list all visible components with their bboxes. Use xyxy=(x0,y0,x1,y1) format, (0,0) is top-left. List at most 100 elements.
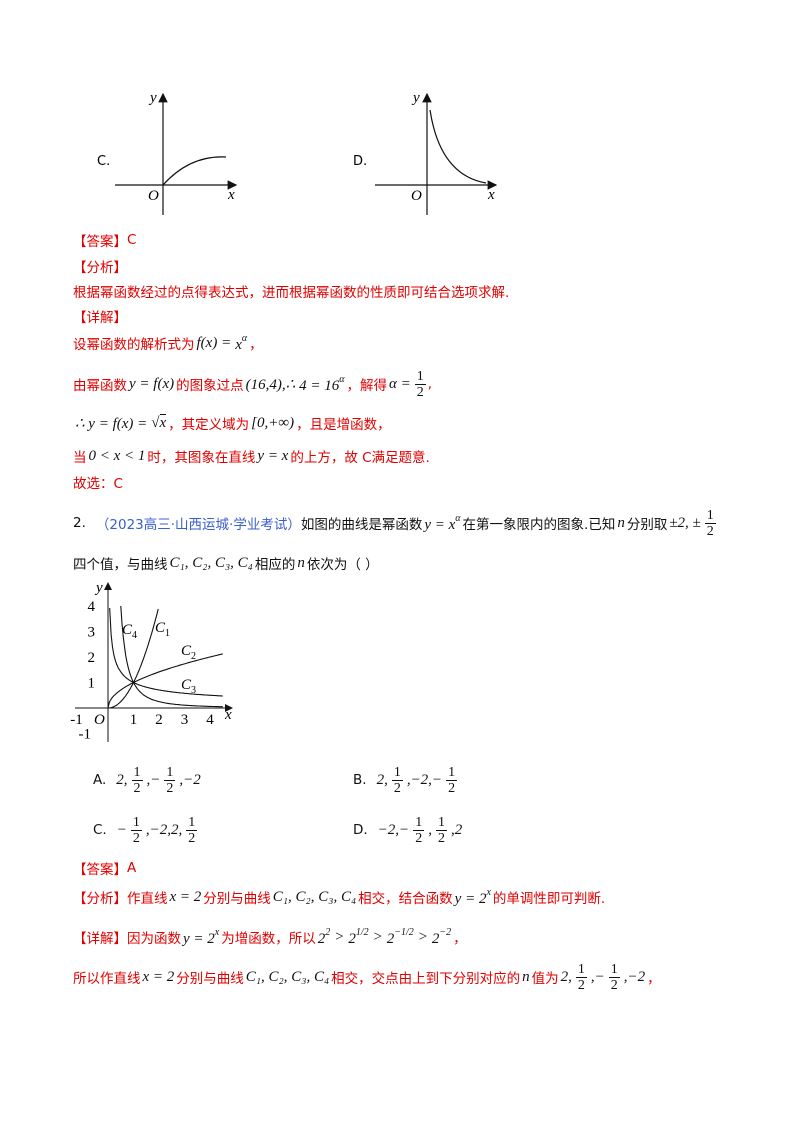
numerator: 1 xyxy=(130,814,142,831)
text: 为增函数，所以 xyxy=(221,931,316,947)
axis-label: O xyxy=(411,188,422,204)
math: − xyxy=(116,821,127,838)
curve-name: C xyxy=(181,677,192,693)
analysis: 根据幂函数经过的点得表达式，进而根据幂函数的性质即可结合选项求解. xyxy=(73,285,510,301)
option: A. 2, 1 2 ,− 1 2 ,−2 xyxy=(93,760,203,800)
curve-label: C3 xyxy=(181,677,196,696)
base: 4 = 16 xyxy=(299,377,340,394)
line: 【详解】 因为函数 y = 2x 为增函数，所以 22 > 21/2 > 2−1/2 >… xyxy=(73,920,467,954)
numerator: 1 xyxy=(413,814,425,831)
math: 2, xyxy=(116,771,128,788)
power: y = 2x xyxy=(453,887,493,908)
line: 【分析】 xyxy=(73,249,127,283)
denominator: 2 xyxy=(610,977,618,993)
power: xα xyxy=(233,333,249,354)
math: n xyxy=(297,554,305,571)
math: n xyxy=(522,968,530,985)
conclusion: 故选：C xyxy=(73,476,123,492)
option: B. 2, 1 2 ,−2,− 1 2 xyxy=(353,760,459,800)
denominator: 2 xyxy=(416,384,424,400)
math: f(x) = xyxy=(196,334,232,351)
graph-c xyxy=(115,92,238,215)
origin-label: O xyxy=(94,712,105,728)
numerator: 1 xyxy=(435,814,447,831)
axis-label: x xyxy=(487,187,495,203)
option: C. −1 2 ,−2,2, 1 2 xyxy=(93,810,199,850)
denominator: 2 xyxy=(415,830,423,846)
base: 2 xyxy=(431,930,440,947)
curve-label: C4 xyxy=(122,622,137,641)
power: 4 = 16α xyxy=(297,374,346,395)
axis-label: y xyxy=(148,90,157,106)
math: 2, xyxy=(376,771,388,788)
y-tick-label: 1 xyxy=(88,676,96,692)
line: ∴ y = f(x) = √x ，其定义域为 [0,+∞) ，且是增函数， xyxy=(73,406,391,440)
exponent: α xyxy=(241,332,248,344)
source: （2023高三·山西运城·学业考试） xyxy=(95,517,301,533)
base: x xyxy=(235,336,242,353)
text: ， xyxy=(453,931,467,947)
text: 设幂函数的解析式为 xyxy=(73,337,195,353)
answer: C xyxy=(127,232,137,248)
tag: 【答案】 xyxy=(73,862,127,878)
curve xyxy=(109,607,223,697)
axis-label: y xyxy=(411,90,420,106)
line: 由幂函数 y = f(x) 的图象过点 (16,4),∴ 4 = 16α ，解得 α … xyxy=(73,367,432,401)
numerator: 1 xyxy=(414,368,426,385)
tag: 【详解】 xyxy=(73,931,127,947)
base: y = x xyxy=(424,516,456,533)
numerator: 1 xyxy=(186,814,198,831)
text: 分别取 xyxy=(626,517,668,533)
math: ,−2 xyxy=(623,968,646,985)
text: 依次为（ ） xyxy=(306,557,379,573)
text: ，解得 xyxy=(346,378,388,394)
math: y = x xyxy=(257,447,289,464)
line: 设幂函数的解析式为 f(x) = xα， xyxy=(73,326,263,360)
x-tick-label: 3 xyxy=(181,712,189,728)
text: 的单调性即可判断. xyxy=(492,891,606,907)
curve-index: 2 xyxy=(191,651,196,662)
radicand: x xyxy=(159,413,167,431)
numerator: 1 xyxy=(391,764,403,781)
text: 作直线 xyxy=(127,891,168,907)
math: C₁, C₂, C₃, C₄ xyxy=(169,554,253,571)
option-label: D. xyxy=(353,154,367,169)
curve-label: C2 xyxy=(181,643,196,662)
denominator: 2 xyxy=(437,830,445,846)
tag: 【分析】 xyxy=(73,260,127,276)
math: α = xyxy=(389,375,411,392)
option-label: A. xyxy=(93,772,107,788)
axis-label: x xyxy=(227,187,235,203)
line: 【分析】 作直线 x = 2 分别与曲线 C₁, C₂, C₃, C₄ 相交，结合函数 y … xyxy=(73,880,605,914)
math: n xyxy=(617,514,625,531)
math: ,−2,− xyxy=(406,771,443,788)
line: 故选：C xyxy=(73,465,123,499)
line: 四个值，与曲线 C₁, C₂, C₃, C₄ 相应的 n 依次为（ ） xyxy=(73,546,379,580)
math: ∴ y = f(x) = xyxy=(75,415,148,432)
line: 【答案】 C xyxy=(73,223,136,257)
option-label: C. xyxy=(93,822,107,838)
text: 由幂函数 xyxy=(73,378,127,394)
y-tick-label: 4 xyxy=(88,599,96,615)
power: 21/2 xyxy=(346,927,370,948)
math: > xyxy=(372,928,383,945)
math: y = f(x) xyxy=(129,375,175,392)
x-tick-label: -1 xyxy=(70,712,83,728)
math: ,−2,2, xyxy=(145,821,183,838)
math: (16,4),∴ xyxy=(245,376,296,393)
text: 如图的曲线是幂函数 xyxy=(300,517,423,533)
denominator: 2 xyxy=(448,780,456,796)
math: ,− xyxy=(590,968,605,985)
option-label: D. xyxy=(353,822,368,838)
curve-index: 4 xyxy=(132,630,137,641)
exponent: α xyxy=(455,512,461,524)
math: 0 < x < 1 xyxy=(88,447,146,464)
y-tick-label: -1 xyxy=(79,727,92,743)
power: 2−1/2 xyxy=(385,927,416,948)
